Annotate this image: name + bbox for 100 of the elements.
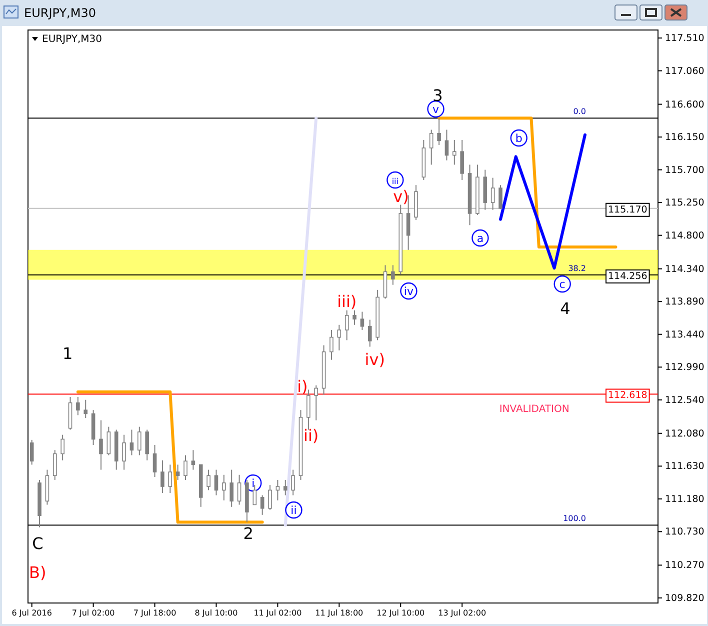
candlestick	[314, 384, 318, 421]
y-tick-label: 112.990	[665, 362, 704, 374]
candlestick	[276, 479, 280, 501]
annotation: i)	[297, 377, 308, 396]
annotation: i	[252, 477, 255, 490]
annotation: iv	[404, 285, 414, 298]
annotation: iii	[392, 177, 399, 186]
candlestick	[337, 324, 342, 351]
y-tick-label: 111.630	[665, 461, 704, 472]
annotation: ii	[290, 504, 297, 517]
annotation: ii)	[304, 426, 319, 445]
annotation: 0.0	[573, 107, 586, 116]
candlestick	[52, 450, 57, 480]
annotation: iv)	[364, 350, 385, 369]
line-series	[499, 133, 587, 270]
ref-line-label: 114.256	[608, 270, 648, 282]
x-tick-label: 11 Jul 18:00	[315, 608, 364, 618]
candlestick	[60, 434, 64, 461]
annotation: c	[559, 278, 566, 291]
candlestick	[352, 310, 356, 326]
y-tick-label: 115.700	[665, 164, 704, 176]
x-tick-label: 12 Jul 10:00	[376, 608, 425, 618]
candlestick	[252, 484, 257, 506]
candlestick	[452, 139, 456, 166]
candlestick	[206, 469, 210, 491]
x-tick-label: 8 Jul 10:00	[194, 608, 238, 618]
annotation: B)	[29, 563, 46, 582]
candlestick	[260, 494, 264, 516]
annotation: v	[432, 103, 440, 116]
candlestick	[30, 439, 34, 466]
x-tick-label: 13 Jul 02:00	[438, 608, 486, 618]
candlestick	[138, 426, 142, 456]
y-tick-label: 109.820	[665, 592, 704, 604]
chart-title: EURJPY,M30	[24, 6, 96, 20]
candlestick	[176, 464, 180, 480]
annotation: a	[476, 232, 484, 245]
y-tick-label: 112.540	[665, 394, 704, 406]
candlestick	[99, 420, 103, 470]
candlestick	[184, 454, 188, 480]
candlestick	[291, 469, 295, 496]
candlestick	[460, 139, 464, 180]
candlestick	[368, 319, 372, 348]
annotation: v)	[393, 187, 409, 206]
candlestick	[152, 444, 157, 478]
candlestick	[406, 194, 410, 250]
x-tick-label: 11 Jul 02:00	[254, 608, 302, 618]
candlestick	[214, 469, 218, 496]
annotation: C	[32, 534, 44, 553]
annotation: 100.0	[563, 514, 586, 524]
y-tick-label: 115.250	[665, 198, 704, 209]
candlestick	[437, 118, 441, 146]
candlestick	[160, 460, 164, 494]
candlestick	[191, 450, 196, 470]
candlestick	[344, 310, 349, 341]
candlestick	[490, 177, 495, 210]
candlestick	[122, 434, 126, 470]
y-tick-label: 114.800	[665, 230, 704, 242]
y-tick-label: 117.510	[665, 33, 704, 44]
y-tick-label: 110.270	[665, 560, 704, 572]
candlestick	[444, 129, 449, 161]
candlestick	[106, 426, 111, 456]
x-tick-label: 6 Jul 2016	[12, 608, 52, 618]
candlestick	[283, 479, 288, 496]
candlestick	[222, 474, 226, 501]
annotation: 3	[432, 86, 443, 105]
x-tick-label: 7 Jul 18:00	[133, 608, 176, 618]
x-tick-label: 7 Jul 02:00	[72, 608, 115, 618]
candlestick	[76, 396, 80, 416]
candlestick	[306, 389, 310, 430]
y-tick-label: 113.440	[665, 329, 704, 340]
annotation: 1	[62, 344, 73, 363]
y-tick-label: 113.890	[665, 296, 704, 308]
candlestick	[498, 184, 502, 210]
y-tick-label: 117.060	[665, 66, 704, 77]
candlestick	[168, 464, 172, 494]
candlestick	[230, 469, 234, 508]
annotation: 4	[560, 299, 570, 318]
annotation: iii)	[337, 292, 357, 311]
annotation: b	[515, 132, 522, 145]
chart-subtitle: EURJPY,M30	[42, 34, 102, 45]
annotation: INVALIDATION	[499, 404, 570, 415]
annotation: 38.2	[568, 264, 586, 273]
y-tick-label: 116.150	[665, 132, 704, 144]
candlestick	[360, 311, 364, 330]
y-tick-label: 116.600	[665, 99, 704, 110]
ref-line-label: 115.170	[608, 204, 648, 216]
y-tick-label: 112.080	[665, 428, 704, 440]
y-tick-label: 114.340	[665, 264, 704, 275]
candlestick	[330, 329, 334, 360]
candlestick	[391, 264, 395, 286]
candlestick	[130, 429, 134, 456]
candlestick	[145, 429, 149, 461]
y-tick-label: 111.180	[665, 494, 704, 505]
candlestick	[237, 474, 242, 506]
y-tick-label: 110.730	[665, 526, 704, 538]
candlestick	[429, 129, 434, 166]
ref-line-label: 112.618	[608, 390, 648, 402]
annotation: 2	[243, 524, 254, 543]
candlestick	[268, 484, 272, 510]
candlestick	[84, 399, 88, 419]
